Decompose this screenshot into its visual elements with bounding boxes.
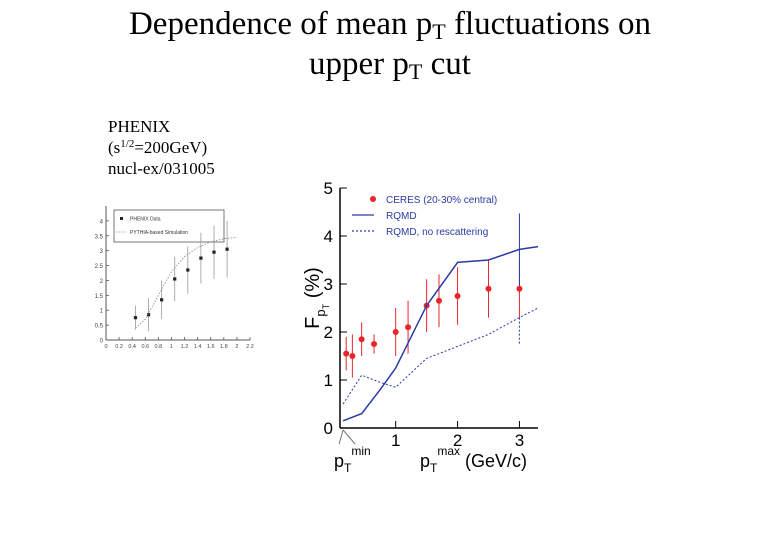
phenix-legend-marker (120, 217, 123, 220)
phenix-y-tick-label: 2 (100, 279, 104, 285)
title-text-4: cut (422, 46, 471, 82)
note-energy-pre: (s (108, 138, 121, 157)
phenix-x-tick-label: 0.6 (141, 344, 149, 350)
y-tick-label: 2 (324, 323, 333, 342)
y-tick-label: 4 (324, 227, 333, 246)
phenix-point (225, 247, 229, 251)
title-subscript-1: T (432, 19, 446, 44)
y-tick-label: 1 (324, 371, 333, 390)
note-energy-sup: 1/2 (120, 138, 135, 150)
slide-title: Dependence of mean pT fluctuations on up… (0, 4, 780, 84)
phenix-point (186, 268, 190, 272)
ceres-point (392, 329, 399, 335)
note-energy-post: =200GeV) (134, 138, 208, 157)
phenix-point (199, 256, 203, 260)
phenix-x-tick-label: 0.4 (128, 344, 136, 350)
phenix-y-tick-label: 4 (100, 219, 104, 225)
title-text-3: upper p (309, 46, 409, 82)
phenix-x-tick-label: 1.2 (181, 344, 189, 350)
x-tick-label: 1 (391, 431, 400, 450)
x-tick-label: 3 (515, 431, 524, 450)
phenix-point (173, 277, 177, 281)
y-axis-label: FpT (%) (302, 267, 331, 329)
ceres-point (485, 285, 492, 292)
phenix-plot: 0 0.5 1 1.5 2 2.5 3 3.5 4 0 0.2 0.4 0.6 0.8 1 1.2 1.4 1.6… (95, 206, 254, 350)
phenix-y-tick-label: 2.5 (95, 264, 104, 270)
pt-min-pointer (338, 429, 344, 445)
phenix-x-tick-label: 1 (170, 344, 173, 350)
phenix-y-tick-label: 3 (100, 249, 104, 255)
note-reference: nucl-ex/031005 (108, 159, 215, 178)
legend-label: RQMD (386, 211, 417, 222)
ceres-point (343, 350, 350, 357)
phenix-x-tick-label: 1.4 (194, 344, 202, 350)
source-note: PHENIX (s1/2=200GeV) nucl-ex/031005 (108, 116, 215, 179)
rqmd-norescatter-line (342, 307, 539, 405)
rqmd-line (342, 245, 539, 422)
ceres-point (454, 293, 461, 299)
title-subscript-2: T (408, 59, 423, 84)
phenix-legend-label: PHENIX Data (130, 217, 161, 223)
phenix-y-tick-label: 0.5 (95, 324, 104, 330)
phenix-x-tick-label: 2.2 (246, 344, 254, 350)
note-experiment: PHENIX (108, 117, 171, 136)
phenix-point (146, 313, 151, 317)
x-min-label: pTmin (334, 444, 371, 475)
ceres-point (516, 285, 523, 292)
legend-label: RQMD, no rescattering (386, 227, 488, 238)
phenix-point (133, 316, 138, 320)
note-energy: (s1/2=200GeV) (108, 137, 215, 158)
phenix-point (212, 250, 216, 254)
phenix-x-tick-label: 1.6 (207, 344, 215, 350)
ceres-point (371, 341, 378, 347)
phenix-legend-box (113, 209, 225, 243)
title-text-1: Dependence of mean p (128, 6, 433, 42)
ceres-point (358, 336, 365, 343)
phenix-x-tick-label: 0.8 (155, 344, 163, 350)
phenix-y-tick-label: 3.5 (95, 234, 104, 240)
phenix-y-tick-label: 1 (100, 309, 104, 315)
phenix-x-tick-label: 1.8 (220, 344, 228, 350)
phenix-x-tick-label: 0 (104, 344, 107, 350)
phenix-x-tick-label: 2 (235, 344, 238, 350)
x-tick-label: 2 (453, 431, 462, 450)
x-axis-label: pTmax (GeV/c) (420, 444, 527, 475)
phenix-y-tick-label: 0 (100, 339, 104, 345)
phenix-legend-label: PYTHIA-based Simulation (130, 230, 188, 236)
pt-min-pointer (342, 429, 356, 445)
y-tick-label: 3 (324, 275, 333, 294)
legend-marker-ceres (370, 196, 376, 202)
legend-label: CERES (20-30% central) (386, 195, 497, 206)
ceres-point (349, 353, 356, 359)
title-text-2: fluctuations on (445, 6, 652, 42)
ceres-point (405, 324, 412, 331)
y-tick-label: 0 (324, 419, 333, 438)
phenix-simulation-line (135, 236, 237, 329)
y-tick-label: 5 (324, 179, 333, 198)
phenix-point (160, 298, 164, 302)
ceres-point (436, 297, 442, 304)
phenix-x-tick-label: 0.2 (115, 344, 123, 350)
phenix-y-tick-label: 1.5 (95, 294, 104, 300)
